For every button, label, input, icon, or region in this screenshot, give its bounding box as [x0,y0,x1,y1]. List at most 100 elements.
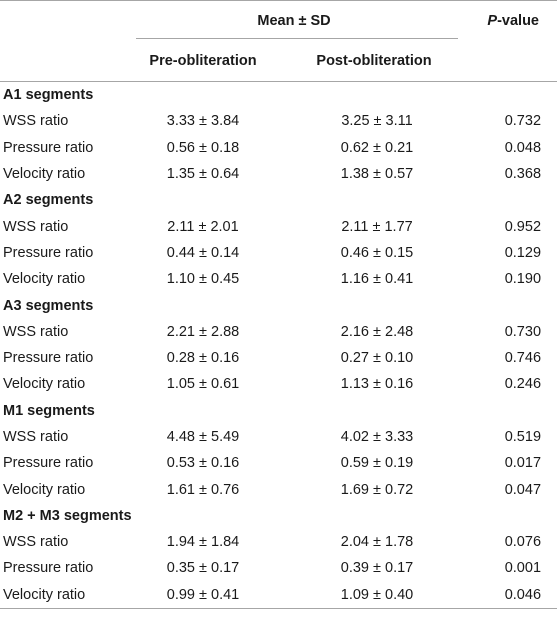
p-value-cell: 0.048 [504,139,542,156]
header-separator [0,81,557,82]
row-label: WSS ratio [3,218,69,235]
table-row: Pressure ratio 0.44 ± 0.14 0.46 ± 0.15 0.12… [0,240,557,266]
post-value-cell: 0.46 ± 0.15 [340,244,414,261]
group-heading-row: A1 segments [0,82,557,108]
table-row: WSS ratio 2.21 ± 2.88 2.16 ± 2.48 0.730 [0,319,557,345]
table-row: WSS ratio 4.48 ± 5.49 4.02 ± 3.33 0.519 [0,424,557,450]
p-value-cell: 0.046 [460,581,557,609]
row-label: WSS ratio [3,534,69,551]
p-value-cell: 0.076 [504,534,542,551]
results-table: Mean ± SD P-value Pre-obliteration Post-o… [0,0,557,609]
group-title: A1 segments [3,87,94,104]
p-value-header: P-value [460,0,557,41]
post-value-cell: 1.13 ± 0.16 [340,376,414,393]
pre-value-cell: 2.21 ± 2.88 [166,323,240,340]
row-label: Pressure ratio [3,455,94,472]
row-label: Pressure ratio [3,350,94,367]
row-label: Velocity ratio [3,166,86,183]
p-value-cell: 0.246 [504,376,542,393]
row-label: Pressure ratio [3,560,94,577]
group-heading-row: M1 segments [0,398,557,424]
post-value-cell: 1.38 ± 0.57 [340,166,414,183]
p-value-cell: 0.129 [504,244,542,261]
post-value-cell: 0.39 ± 0.17 [340,560,414,577]
mean-sd-label: Mean ± SD [257,13,331,29]
p-value-cell: 0.519 [504,429,542,445]
header-row-1: Mean ± SD P-value [0,0,557,41]
table-row: Pressure ratio 0.35 ± 0.17 0.39 ± 0.17 0.00… [0,555,557,581]
p-value-cell: 0.746 [504,350,542,367]
group-heading-row: A3 segments [0,292,557,318]
p-value-cell: 0.190 [504,271,542,288]
row-label: Velocity ratio [3,271,86,288]
pre-value-cell: 0.56 ± 0.18 [166,139,240,156]
pre-value-cell: 1.05 ± 0.61 [166,376,240,393]
group-title: A3 segments [3,297,94,314]
p-value-cell: 0.001 [504,560,542,577]
post-value-cell: 3.25 ± 3.11 [341,113,413,130]
group-title: M2 + M3 segments [3,507,132,524]
group-title: A2 segments [3,192,94,209]
pre-value-cell: 0.53 ± 0.16 [166,455,240,472]
row-label: Velocity ratio [0,581,128,609]
post-value-cell: 1.69 ± 0.72 [340,481,414,498]
pre-value-cell: 4.48 ± 5.49 [166,429,240,445]
table-row: WSS ratio 3.33 ± 3.84 3.25 ± 3.11 0.732 [0,108,557,134]
pre-obliteration-header: Pre-obliteration [149,53,257,69]
post-value-cell: 2.04 ± 1.78 [340,534,414,551]
table-row: WSS ratio 2.11 ± 2.01 2.11 ± 1.77 0.952 [0,213,557,239]
mean-sd-header: Mean ± SD [128,0,461,41]
p-value-cell: 0.017 [504,455,542,472]
post-value-cell: 4.02 ± 3.33 [340,429,414,445]
header-row-2: Pre-obliteration Post-obliteration [0,41,557,82]
table-row: Pressure ratio 0.53 ± 0.16 0.59 ± 0.19 0.01… [0,450,557,476]
pre-value-cell: 1.94 ± 1.84 [166,534,240,551]
table-row: Velocity ratio 1.05 ± 0.61 1.13 ± 0.16 0.24… [0,371,557,397]
pre-value-cell: 1.35 ± 0.64 [166,166,240,183]
pre-value-cell: 0.35 ± 0.17 [166,560,240,577]
row-label: WSS ratio [3,429,69,445]
post-value-cell: 2.16 ± 2.48 [340,323,414,340]
group-heading-row: M2 + M3 segments [0,503,557,529]
post-value-cell: 0.27 ± 0.10 [340,350,414,367]
table-row: WSS ratio 1.94 ± 1.84 2.04 ± 1.78 0.076 [0,529,557,555]
p-value-cell: 0.368 [504,166,542,183]
table-row: Velocity ratio 1.10 ± 0.45 1.16 ± 0.41 0.19… [0,266,557,292]
table-body: Pre-obliteration Post-obliteration A1 segm… [0,41,557,609]
p-value-cell: 0.952 [504,218,542,235]
p-value-suffix: -value [497,13,540,29]
pre-value-cell: 2.11 ± 2.01 [167,218,239,235]
row-label: Velocity ratio [3,481,86,498]
pre-value-cell: 0.44 ± 0.14 [166,244,240,261]
row-label: Pressure ratio [3,139,94,156]
p-value-cell: 0.732 [504,113,542,130]
table-row: Pressure ratio 0.28 ± 0.16 0.27 ± 0.10 0.74… [0,345,557,371]
table-row: Velocity ratio 1.35 ± 0.64 1.38 ± 0.57 0.36… [0,161,557,187]
post-value-cell: 0.59 ± 0.19 [340,455,414,472]
post-obliteration-header: Post-obliteration [316,53,432,69]
row-label: Pressure ratio [3,244,94,261]
table-row: Velocity ratio 0.99 ± 0.41 1.09 ± 0.40 0.04… [0,581,557,609]
post-value-cell: 0.62 ± 0.21 [340,139,414,156]
header-empty-cell [0,41,128,82]
table-row: Velocity ratio 1.61 ± 0.76 1.69 ± 0.72 0.04… [0,476,557,502]
p-value-cell: 0.047 [504,481,542,498]
header-empty-cell [0,0,128,41]
p-value-cell: 0.730 [504,323,542,340]
group-title: M1 segments [3,402,95,419]
header-empty-cell [460,41,557,82]
p-value-italic-letter: P [487,13,498,29]
row-label: Velocity ratio [3,376,86,393]
pre-value-cell: 0.99 ± 0.41 [128,581,288,609]
separator-line [0,81,557,82]
pre-value-cell: 1.10 ± 0.45 [166,271,240,288]
pre-value-cell: 0.28 ± 0.16 [166,350,240,367]
group-heading-row: A2 segments [0,187,557,213]
post-value-cell: 1.09 ± 0.40 [288,581,461,609]
table-row: Pressure ratio 0.56 ± 0.18 0.62 ± 0.21 0.04… [0,135,557,161]
post-value-cell: 2.11 ± 1.77 [341,218,413,235]
mean-sd-underline [136,38,458,39]
row-label: WSS ratio [3,113,69,130]
pre-value-cell: 3.33 ± 3.84 [166,113,240,130]
